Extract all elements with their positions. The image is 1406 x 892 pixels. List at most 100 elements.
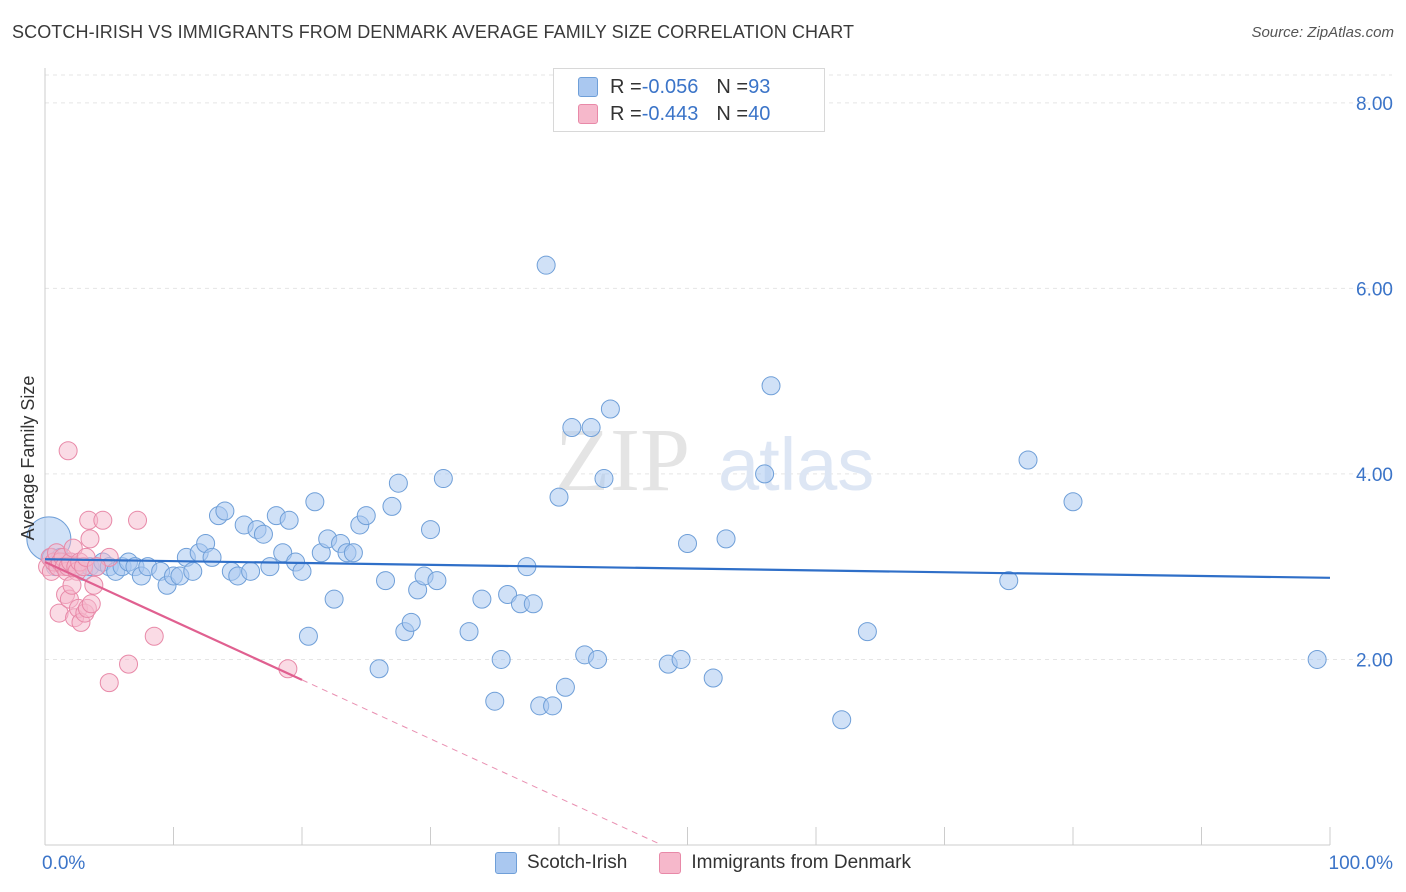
legend-n-value: 93 [748,75,771,98]
point-scotch-irish-63 [433,469,453,489]
point-scotch-irish-91 [857,622,877,642]
point-scotch-irish-86 [703,668,723,688]
point-scotch-irish-95 [1307,649,1327,669]
source-label: Source: ZipAtlas.com [1251,24,1394,41]
point-scotch-irish-54 [376,571,396,591]
point-denmark-36 [99,673,119,693]
point-scotch-irish-61 [421,520,440,540]
correlation-legend: R = -0.056 N = 93 R = -0.443 N = 40 [553,68,825,132]
point-scotch-irish-40 [279,510,299,530]
y-tick-label-1: 4.00 [1356,465,1393,486]
point-scotch-irish-92 [999,571,1019,591]
point-scotch-irish-77 [562,418,582,438]
point-scotch-irish-28 [202,547,222,567]
point-scotch-irish-34 [241,561,261,581]
point-scotch-irish-74 [543,696,563,716]
point-scotch-irish-50 [343,543,363,563]
legend-r-value: -0.056 [641,75,699,98]
legend-item-scotch-irish[interactable]: Scotch-Irish [495,852,627,874]
point-denmark-21 [62,575,82,595]
x-tick-label-0: 0.0% [42,853,85,874]
point-scotch-irish-55 [382,496,402,516]
tick-labels: 2.00 4.00 6.00 8.00 0.0% 100.0% [42,94,1393,874]
point-scotch-irish-52 [356,506,376,526]
legend-swatch-blue [495,852,518,874]
point-denmark-38 [278,659,298,679]
point-scotch-irish-76 [555,677,575,697]
y-tick-label-3: 8.00 [1356,94,1393,115]
watermark-atlas: atlas [718,423,874,506]
point-scotch-irish-37 [260,557,280,577]
legend-r-label: R = [610,102,642,125]
point-scotch-irish-88 [755,464,775,484]
point-denmark-31 [93,510,113,530]
point-scotch-irish-65 [472,589,492,609]
point-scotch-irish-53 [369,659,389,679]
legend-r-label: R = [610,75,642,98]
trend-line-denmark [44,561,303,681]
y-tick-label-0: 2.00 [1356,650,1393,671]
point-scotch-irish-89 [761,376,781,396]
point-scotch-irish-82 [600,399,620,419]
trend-lines [44,558,1331,846]
point-scotch-irish-85 [678,533,697,553]
point-scotch-irish-79 [581,418,601,438]
point-denmark-32 [128,510,148,530]
legend-row-denmark: R = -0.443 N = 40 [578,101,770,127]
axes [44,68,1331,846]
point-denmark-35 [119,654,139,674]
trend-line-denmark-extrapolated [301,679,663,846]
series-immigrants-from-denmark [38,441,298,693]
point-scotch-irish-25 [183,561,203,581]
chart-title: SCOTCH-IRISH VS IMMIGRANTS FROM DENMARK … [12,22,855,42]
x-tick-label-1: 100.0% [1329,853,1394,874]
point-scotch-irish-68 [498,585,518,605]
trend-line-scotch-irish [44,558,1331,579]
point-scotch-irish-58 [401,612,421,632]
point-denmark-27 [81,594,101,614]
legend-r-value: -0.443 [641,102,699,125]
point-denmark-34 [99,547,119,567]
watermark: ZIP atlas [555,411,874,510]
point-scotch-irish-75 [549,487,569,507]
legend-swatch-pink [659,852,682,874]
point-scotch-irish-87 [716,529,736,549]
legend-n-label: N = [716,75,749,98]
point-scotch-irish-42 [292,561,312,581]
legend-label-scotch-irish: Scotch-Irish [527,852,628,873]
series-scotch-irish [26,255,1327,730]
legend-swatch-blue [578,77,598,97]
legend-n-label: N = [716,102,749,125]
point-scotch-irish-84 [671,649,691,669]
point-scotch-irish-66 [485,691,505,711]
point-denmark-39 [86,557,106,577]
point-scotch-irish-44 [305,492,325,512]
legend-item-denmark[interactable]: Immigrants from Denmark [659,852,911,874]
point-scotch-irish-64 [459,622,479,642]
point-scotch-irish-81 [594,469,614,489]
point-scotch-irish-62 [427,571,447,591]
point-scotch-irish-71 [523,594,543,614]
point-scotch-irish-73 [536,255,556,275]
legend-row-scotch-irish: R = -0.056 N = 93 [578,74,770,100]
point-scotch-irish-56 [388,473,408,493]
point-denmark-33 [58,441,78,461]
legend-n-value: 40 [748,102,771,125]
point-denmark-37 [144,626,164,646]
legend-label-denmark: Immigrants from Denmark [691,852,911,873]
series-legend: Scotch-Irish Immigrants from Denmark [0,852,1406,874]
point-scotch-irish-80 [588,649,608,669]
point-scotch-irish-30 [215,501,235,521]
point-scotch-irish-67 [491,649,511,669]
legend-swatch-pink [578,104,598,124]
point-scotch-irish-47 [324,589,344,609]
y-tick-label-2: 6.00 [1356,279,1393,300]
point-scotch-irish-43 [298,626,318,646]
point-scotch-irish-94 [1063,492,1083,512]
point-scotch-irish-36 [253,524,273,544]
point-scotch-irish-90 [832,710,852,730]
point-denmark-29 [80,529,100,549]
point-scotch-irish-93 [1018,450,1038,470]
y-axis-label: Average Family Size [18,376,38,541]
